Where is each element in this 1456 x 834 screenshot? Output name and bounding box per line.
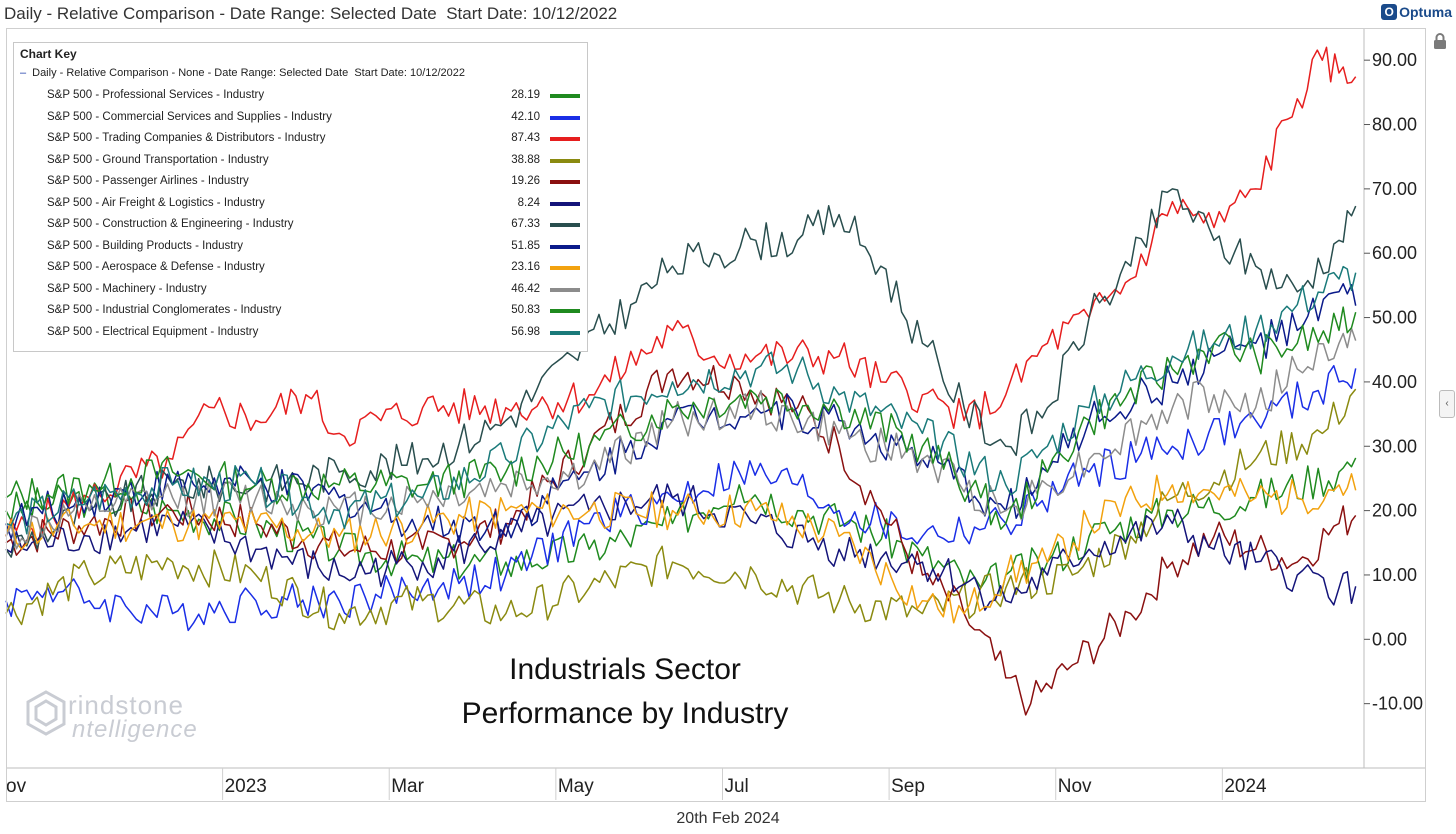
chart-key-series-name: S&P 500 - Passenger Airlines - Industry [47, 175, 249, 187]
annotation-line-1: Industrials Sector [509, 653, 741, 686]
chart-annotation: Industrials Sector Performance by Indust… [395, 648, 855, 736]
chart-key-series-value: 67.33 [511, 218, 540, 230]
chart-key-color-swatch [550, 244, 580, 249]
chart-key-color-swatch [550, 309, 580, 313]
chart-key-color-swatch [550, 94, 580, 98]
series-line-6 [5, 483, 1357, 611]
chart-key-row[interactable]: S&P 500 - Building Products - Industry 51… [47, 238, 582, 258]
y-tick-label: 10.00 [1372, 565, 1417, 585]
x-axis-ticks: ov 2023 Mar May Jul Sep Nov 2024 [6, 768, 1267, 800]
x-tick-label: Sep [891, 776, 925, 797]
chart-key-header-text: Daily - Relative Comparison - None - Dat… [32, 67, 466, 79]
chart-key-series-name: S&P 500 - Industrial Conglomerates - Ind… [47, 304, 282, 316]
chart-key-dash: – [20, 67, 27, 79]
chart-key-color-swatch [550, 201, 580, 206]
chart-key-row[interactable]: S&P 500 - Commercial Services and Suppli… [47, 109, 582, 129]
chart-key-row[interactable]: S&P 500 - Passenger Airlines - Industry 1… [47, 173, 582, 193]
chart-key-series-value: 19.26 [511, 175, 540, 187]
x-tick-label: Mar [391, 776, 424, 797]
watermark-line-2: ntelligence [72, 716, 198, 743]
y-axis-ticks: -10.00 0.00 10.00 20.00 30.00 40.00 50.00 60.00… [1364, 50, 1423, 714]
chart-key-color-swatch [550, 223, 580, 227]
chart-key-color-swatch [550, 137, 580, 141]
chart-key-series-name: S&P 500 - Trading Companies & Distributo… [47, 132, 326, 144]
chart-key-row[interactable]: S&P 500 - Professional Services - Indust… [47, 87, 582, 107]
chart-key-series-value: 38.88 [511, 153, 540, 166]
chart-key-series-value: 50.83 [511, 304, 540, 316]
chart-key-series-name: S&P 500 - Building Products - Industry [47, 239, 244, 252]
chart-key-title: Chart Key [20, 47, 77, 61]
y-tick-label: 50.00 [1372, 308, 1417, 328]
series-line-4 [5, 388, 1357, 631]
y-tick-label: 60.00 [1372, 243, 1417, 263]
chart-key-series-value: 46.42 [511, 282, 540, 295]
series-line-3 [5, 46, 1357, 542]
chart-key-row[interactable]: S&P 500 - Aerospace & Defense - Industry… [47, 259, 582, 279]
chart-key-series-name: S&P 500 - Commercial Services and Suppli… [47, 110, 332, 123]
watermark-logo: rindstone ntelligence [26, 686, 226, 748]
optuma-brand: O Optuma [1381, 4, 1452, 20]
chart-key-row[interactable]: S&P 500 - Ground Transportation - Indust… [47, 152, 582, 172]
x-tick-label: Nov [1058, 776, 1092, 797]
chart-key-series-value: 28.19 [511, 89, 540, 101]
chart-key-series-value: 87.43 [511, 132, 540, 144]
chart-header-title: Daily - Relative Comparison - Date Range… [4, 4, 618, 23]
chart-key-row[interactable]: S&P 500 - Trading Companies & Distributo… [47, 130, 582, 150]
chart-key-row[interactable]: S&P 500 - Air Freight & Logistics - Indu… [47, 195, 582, 215]
lock-icon[interactable] [1432, 32, 1448, 50]
chart-key-color-swatch [550, 158, 580, 163]
chart-key-row[interactable]: S&P 500 - Construction & Engineering - I… [47, 216, 582, 236]
chart-key-series-value: 51.85 [511, 239, 540, 252]
watermark-line-1: rindstone [68, 690, 184, 720]
y-tick-label: 90.00 [1372, 50, 1417, 70]
y-tick-label: 20.00 [1372, 501, 1417, 521]
y-tick-label: 0.00 [1372, 629, 1407, 649]
watermark-hexagon-icon [26, 690, 66, 736]
chart-key-header: – Daily - Relative Comparison - None - Da… [20, 67, 465, 79]
chart-key-series-name: S&P 500 - Aerospace & Defense - Industry [47, 261, 265, 273]
chart-key-series-name: S&P 500 - Air Freight & Logistics - Indu… [47, 196, 265, 209]
optuma-logo-icon: O [1381, 4, 1398, 20]
chart-key-color-swatch [550, 330, 580, 335]
y-tick-label: -10.00 [1372, 694, 1423, 714]
y-tick-label: 30.00 [1372, 436, 1417, 456]
annotation-line-2: Performance by Industry [461, 697, 789, 730]
series-line-10 [5, 327, 1357, 550]
chart-key-series-value: 23.16 [511, 261, 540, 273]
x-tick-label: 2024 [1224, 776, 1267, 797]
chart-key: Chart Key – Daily - Relative Comparison -… [13, 42, 588, 352]
chart-key-series-name: S&P 500 - Machinery - Industry [47, 282, 207, 295]
brand-name: Optuma [1399, 4, 1452, 20]
chart-key-series-value: 56.98 [511, 325, 540, 338]
y-tick-label: 70.00 [1372, 179, 1417, 199]
x-tick-label: 2023 [225, 776, 267, 797]
chart-key-series-value: 8.24 [517, 196, 540, 209]
chart-key-series-value: 42.10 [511, 110, 540, 123]
series-line-9 [5, 473, 1357, 624]
series-line-12 [5, 265, 1357, 535]
chart-key-color-swatch [550, 115, 580, 120]
chart-key-series-name: S&P 500 - Construction & Engineering - I… [47, 218, 294, 230]
chart-key-series-name: S&P 500 - Electrical Equipment - Industr… [47, 325, 259, 338]
x-tick-label: ov [6, 776, 27, 797]
footer-date: 20th Feb 2024 [676, 810, 780, 827]
series-line-2 [5, 364, 1357, 632]
chart-key-series-name: S&P 500 - Ground Transportation - Indust… [47, 153, 269, 166]
y-tick-label: 80.00 [1372, 115, 1417, 135]
series-line-8 [5, 283, 1357, 543]
x-tick-label: Jul [724, 776, 748, 797]
chart-key-row[interactable]: S&P 500 - Industrial Conglomerates - Ind… [47, 302, 582, 322]
chart-key-row[interactable]: S&P 500 - Machinery - Industry 46.42 [47, 281, 582, 301]
series-line-5 [5, 364, 1357, 716]
series-layer [5, 46, 1357, 716]
chart-key-row[interactable]: S&P 500 - Electrical Equipment - Industr… [47, 324, 582, 344]
chart-key-color-swatch [550, 287, 580, 292]
x-tick-label: May [558, 776, 594, 797]
y-tick-label: 40.00 [1372, 372, 1417, 392]
chart-key-series-name: S&P 500 - Professional Services - Indust… [47, 89, 265, 101]
chart-key-color-swatch [550, 266, 580, 270]
side-panel-toggle-icon[interactable]: ‹ [1439, 390, 1455, 418]
chart-key-color-swatch [550, 180, 580, 184]
